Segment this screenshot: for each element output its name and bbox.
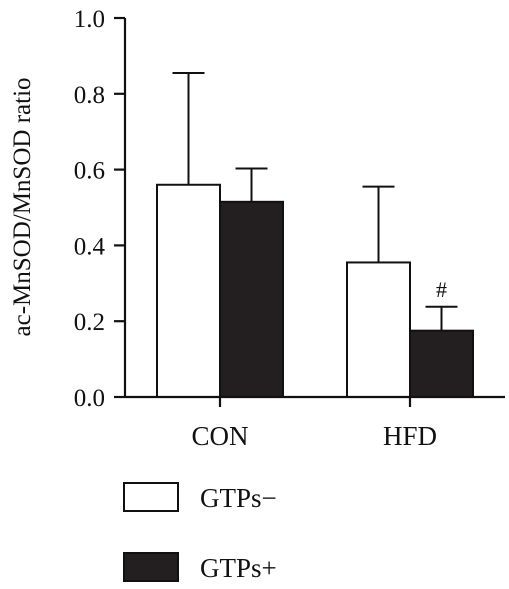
significance-marker: # <box>436 277 447 302</box>
legend-swatch-gtps-plus <box>123 552 179 582</box>
x-axis: CON HFD <box>125 395 505 451</box>
legend-label: GTPs− <box>200 483 277 513</box>
bar-hfd-gtps-plus <box>409 329 474 398</box>
bar-con-gtps-minus <box>156 183 221 398</box>
bar-con-gtps-plus <box>219 200 284 398</box>
x-category-label: HFD <box>383 421 437 451</box>
y-axis: 0.0 0.2 0.4 0.6 0.8 1.0 <box>74 6 127 412</box>
legend: GTPs− GTPs+ <box>123 482 277 583</box>
y-tick-label: 0.6 <box>74 158 105 185</box>
y-tick-label: 0.8 <box>74 82 105 109</box>
y-tick-label: 1.0 <box>74 6 105 33</box>
y-tick-label: 0.2 <box>74 309 105 336</box>
y-tick-label: 0.4 <box>74 233 106 260</box>
y-tick-label: 0.0 <box>74 385 105 412</box>
x-category-label: CON <box>191 421 248 451</box>
bar-hfd-gtps-minus <box>346 261 411 398</box>
legend-label: GTPs+ <box>200 553 277 583</box>
bars: # <box>156 71 474 398</box>
legend-swatch-gtps-minus <box>123 482 179 512</box>
y-axis-title: ac-MnSOD/MnSOD ratio <box>9 77 36 336</box>
